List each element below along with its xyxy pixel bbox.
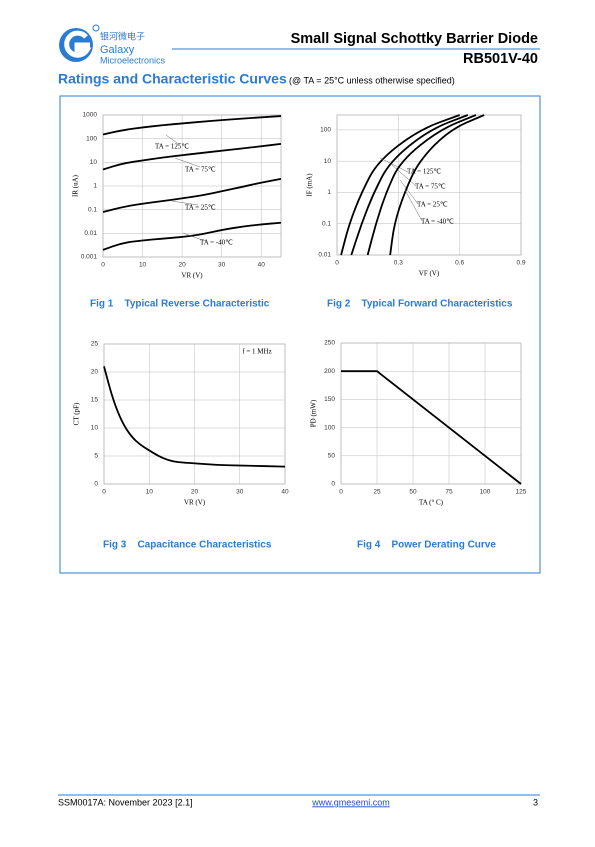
y-tick-label: 25 bbox=[91, 341, 99, 348]
curve bbox=[366, 114, 477, 256]
footer-doc: SSM0017A: November 2023 [2.1] bbox=[58, 797, 193, 807]
x-tick-label: 125 bbox=[516, 489, 527, 496]
curve bbox=[341, 370, 522, 485]
y-tick-label: 10 bbox=[324, 158, 332, 165]
x-tick-label: 20 bbox=[178, 262, 186, 269]
x-tick-label: 0.6 bbox=[455, 260, 464, 267]
leader-line bbox=[171, 200, 199, 206]
footer-url[interactable]: www.gmesemi.com bbox=[311, 797, 390, 807]
y-tick-label: 0 bbox=[94, 481, 98, 488]
x-tick-label: 0.9 bbox=[516, 260, 525, 267]
y-tick-label: 100 bbox=[324, 424, 335, 431]
y-axis-label: IR (uA) bbox=[72, 174, 80, 197]
section-note: (@ TA = 25°C unless otherwise specified) bbox=[289, 75, 455, 85]
curve bbox=[350, 114, 469, 256]
section-title: Ratings and Characteristic Curves bbox=[58, 71, 287, 87]
leader-line bbox=[379, 157, 409, 173]
curve bbox=[389, 114, 485, 256]
x-tick-label: 10 bbox=[146, 489, 154, 496]
x-tick-label: 30 bbox=[218, 262, 226, 269]
figure-caption: Fig 4 Power Derating Curve bbox=[357, 540, 496, 551]
figure-caption: Fig 3 Capacitance Characteristics bbox=[103, 540, 272, 551]
x-tick-label: 0.3 bbox=[394, 260, 403, 267]
y-tick-label: 0.1 bbox=[88, 206, 97, 213]
x-tick-label: 10 bbox=[139, 262, 147, 269]
y-tick-label: 0.1 bbox=[322, 220, 331, 227]
y-tick-label: 1 bbox=[327, 189, 331, 196]
curve bbox=[103, 366, 286, 468]
leader-line bbox=[182, 232, 206, 242]
logo-en: Galaxy bbox=[100, 44, 135, 56]
leader-line bbox=[165, 134, 181, 146]
logo-g bbox=[64, 30, 92, 58]
y-tick-label: 150 bbox=[324, 396, 335, 403]
footer-page: 3 bbox=[533, 797, 538, 807]
doc-title: Small Signal Schottky Barrier Diode bbox=[291, 31, 538, 47]
x-axis-label: VR (V) bbox=[181, 272, 203, 280]
y-tick-label: 20 bbox=[91, 369, 99, 376]
curve bbox=[102, 177, 282, 213]
y-tick-label: 10 bbox=[91, 425, 99, 432]
series-label: TA = 25℃ bbox=[417, 201, 448, 209]
y-tick-label: 10 bbox=[90, 159, 98, 166]
x-tick-label: 50 bbox=[409, 489, 417, 496]
series-label: TA = -40℃ bbox=[200, 239, 233, 247]
x-tick-label: 75 bbox=[445, 489, 453, 496]
curve bbox=[102, 221, 282, 251]
leader-line bbox=[391, 164, 417, 187]
x-tick-label: 0 bbox=[101, 262, 105, 269]
y-tick-label: 1 bbox=[93, 183, 97, 190]
x-tick-label: 40 bbox=[281, 489, 289, 496]
y-tick-label: 0.01 bbox=[84, 230, 97, 237]
x-tick-label: 100 bbox=[480, 489, 491, 496]
logo-reg bbox=[92, 24, 100, 32]
logo-sub: Microelectronics bbox=[100, 55, 166, 65]
y-axis-label: IF (mA) bbox=[306, 173, 314, 197]
x-tick-label: 30 bbox=[236, 489, 244, 496]
x-tick-label: 40 bbox=[258, 262, 266, 269]
curve bbox=[102, 115, 282, 136]
series-label: TA = 25℃ bbox=[185, 204, 216, 212]
y-tick-label: 1000 bbox=[83, 112, 98, 119]
y-tick-label: 50 bbox=[328, 453, 336, 460]
curve bbox=[340, 114, 460, 256]
leader-line bbox=[404, 189, 423, 222]
y-axis-label: PD (mW) bbox=[310, 399, 318, 427]
x-tick-label: 0 bbox=[335, 260, 339, 267]
logo-cn: 银河微电子 bbox=[100, 30, 145, 41]
y-tick-label: 15 bbox=[91, 397, 99, 404]
y-tick-label: 100 bbox=[320, 127, 331, 134]
x-tick-label: 0 bbox=[102, 489, 106, 496]
series-label: TA = 125℃ bbox=[407, 168, 441, 176]
x-tick-label: 0 bbox=[339, 489, 343, 496]
figure-caption: Fig 1 Typical Reverse Characteristic bbox=[90, 299, 270, 310]
y-tick-label: 200 bbox=[324, 368, 335, 375]
y-tick-label: 250 bbox=[324, 340, 335, 347]
y-tick-label: 0.001 bbox=[81, 254, 98, 261]
series-label: TA = -40℃ bbox=[421, 218, 454, 226]
figure-caption: Fig 2 Typical Forward Characteristics bbox=[327, 299, 513, 310]
series-label: TA = 75℃ bbox=[415, 183, 446, 191]
series-label: TA = 75℃ bbox=[185, 166, 216, 174]
series-label: TA = 125℃ bbox=[155, 143, 189, 151]
figure-frame bbox=[59, 95, 541, 574]
y-tick-label: 0.01 bbox=[318, 252, 331, 259]
y-axis-label: CT (pF) bbox=[73, 402, 81, 425]
x-axis-label: VF (V) bbox=[419, 270, 440, 278]
x-axis-label: VR (V) bbox=[184, 499, 206, 507]
y-tick-label: 5 bbox=[94, 453, 98, 460]
part-number: RB501V-40 bbox=[463, 51, 538, 67]
y-tick-label: 0 bbox=[331, 481, 335, 488]
x-axis-label: TA (° C) bbox=[419, 499, 444, 507]
leader-line bbox=[399, 179, 419, 205]
leader-line bbox=[174, 157, 201, 168]
curve bbox=[102, 143, 282, 171]
x-tick-label: 25 bbox=[373, 489, 381, 496]
x-tick-label: 20 bbox=[191, 489, 199, 496]
y-tick-label: 100 bbox=[86, 135, 97, 142]
annotation: f = 1 MHz bbox=[242, 348, 271, 356]
